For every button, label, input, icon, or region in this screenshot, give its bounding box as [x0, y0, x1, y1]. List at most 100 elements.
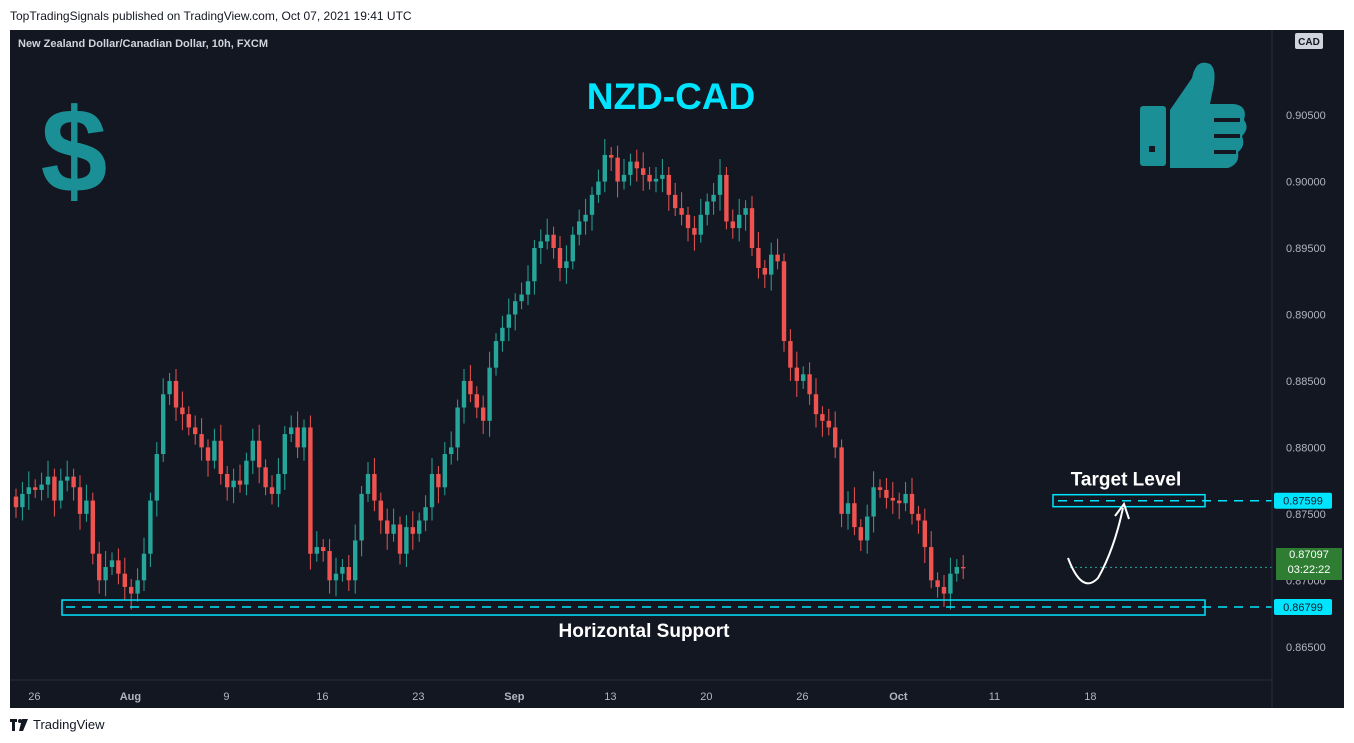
candle-body	[449, 447, 454, 455]
chart-panel[interactable]: Target Level Horizontal Support 0.87599 0.8…	[10, 30, 1344, 708]
x-tick-label: 18	[1084, 691, 1096, 703]
candle-body	[705, 201, 710, 215]
candle-body	[820, 414, 825, 421]
candle-body	[52, 476, 57, 501]
x-tick-label: Aug	[120, 691, 141, 703]
candle-body	[877, 487, 883, 490]
support-price-tag	[1274, 599, 1332, 616]
candle-body	[532, 248, 537, 282]
candle-body	[807, 374, 812, 395]
candle-body	[263, 467, 268, 488]
candle-body	[141, 553, 147, 581]
candle-body	[436, 473, 441, 488]
candle-body	[845, 503, 851, 514]
candle-body	[378, 500, 383, 521]
candle-body	[897, 500, 902, 504]
target-price-tag-text: 0.87599	[1283, 496, 1323, 508]
candle-body	[692, 228, 697, 235]
candle-body	[103, 567, 108, 581]
projection-arrowhead	[1114, 501, 1130, 520]
candle-body	[423, 507, 428, 521]
candle-body	[346, 567, 351, 581]
candle-body	[602, 154, 607, 182]
candle-body	[903, 493, 908, 504]
thumbs-up-icon	[1140, 62, 1247, 168]
candle-body	[161, 394, 166, 455]
candle-body	[468, 380, 473, 395]
candle-body	[122, 573, 127, 587]
y-tick-label: 0.88000	[1286, 442, 1326, 454]
candle-body	[564, 261, 569, 268]
candle-body	[615, 157, 620, 182]
candle-body	[839, 447, 844, 514]
candle-body	[826, 420, 831, 428]
price-axis: 0.865000.870000.875000.880000.885000.890…	[1271, 30, 1326, 708]
candle-body	[365, 473, 371, 494]
candle-body	[769, 254, 774, 275]
candle-body	[276, 473, 281, 494]
candle-body	[474, 394, 479, 408]
candle-body	[557, 248, 563, 268]
candle-body	[295, 427, 300, 448]
time-axis: 26 Aug 9 16 23 Sep 13 20 26 Oct 11 18	[10, 679, 1272, 703]
currency-tag	[1295, 33, 1323, 49]
candle-body	[461, 380, 467, 408]
candle-body	[39, 484, 44, 490]
candle-body	[551, 234, 556, 249]
x-tick-label: 20	[700, 691, 712, 703]
candles	[13, 139, 966, 610]
candle-body	[391, 524, 396, 534]
x-tick-label: Sep	[504, 691, 524, 703]
candle-body	[717, 174, 723, 195]
candle-body	[321, 547, 326, 552]
candle-body	[90, 500, 95, 554]
candle-body	[621, 174, 627, 182]
candle-body	[935, 580, 940, 587]
candle-body	[333, 573, 339, 581]
candle-body	[685, 214, 691, 229]
candle-body	[628, 161, 633, 175]
candle-body	[794, 367, 799, 381]
candle-body	[353, 540, 358, 581]
candle-body	[673, 194, 678, 209]
candle-countdown: 03:22:22	[1287, 564, 1331, 576]
y-tick-label: 0.88500	[1286, 376, 1326, 388]
candle-body	[250, 440, 255, 461]
candle-body	[513, 301, 518, 315]
candle-body	[180, 407, 185, 415]
x-tick-label: 26	[28, 691, 40, 703]
candle-body	[58, 480, 63, 501]
candle-body	[538, 241, 543, 249]
target-level-label: Target Level	[1071, 470, 1182, 491]
candle-body	[282, 434, 287, 474]
candle-body	[865, 516, 870, 541]
symbol-title: New Zealand Dollar/Canadian Dollar, 10h,…	[18, 38, 269, 50]
y-tick-label: 0.89500	[1286, 243, 1326, 255]
candle-body	[442, 454, 447, 488]
projection-arrow	[1067, 507, 1124, 585]
candle-body	[545, 234, 550, 242]
candle-body	[257, 440, 262, 468]
candle-body	[45, 476, 51, 485]
dollar-symbol: $	[41, 84, 108, 218]
candle-body	[909, 493, 915, 514]
candle-body	[487, 367, 492, 421]
candle-body	[135, 580, 140, 594]
candle-body	[929, 547, 934, 581]
candle-body	[737, 214, 742, 229]
candle-body	[961, 567, 966, 569]
candle-body	[647, 174, 652, 182]
candle-body	[801, 374, 806, 381]
x-tick-label: Oct	[889, 691, 908, 703]
candle-body	[922, 520, 927, 548]
x-tick-label: 13	[604, 691, 616, 703]
candle-body	[570, 234, 575, 262]
candle-body	[583, 214, 588, 222]
candle-body	[634, 161, 639, 169]
candle-body	[26, 487, 31, 494]
candle-body	[609, 154, 614, 158]
candle-body	[941, 586, 947, 594]
candle-body	[129, 586, 134, 594]
candle-body	[788, 341, 793, 368]
